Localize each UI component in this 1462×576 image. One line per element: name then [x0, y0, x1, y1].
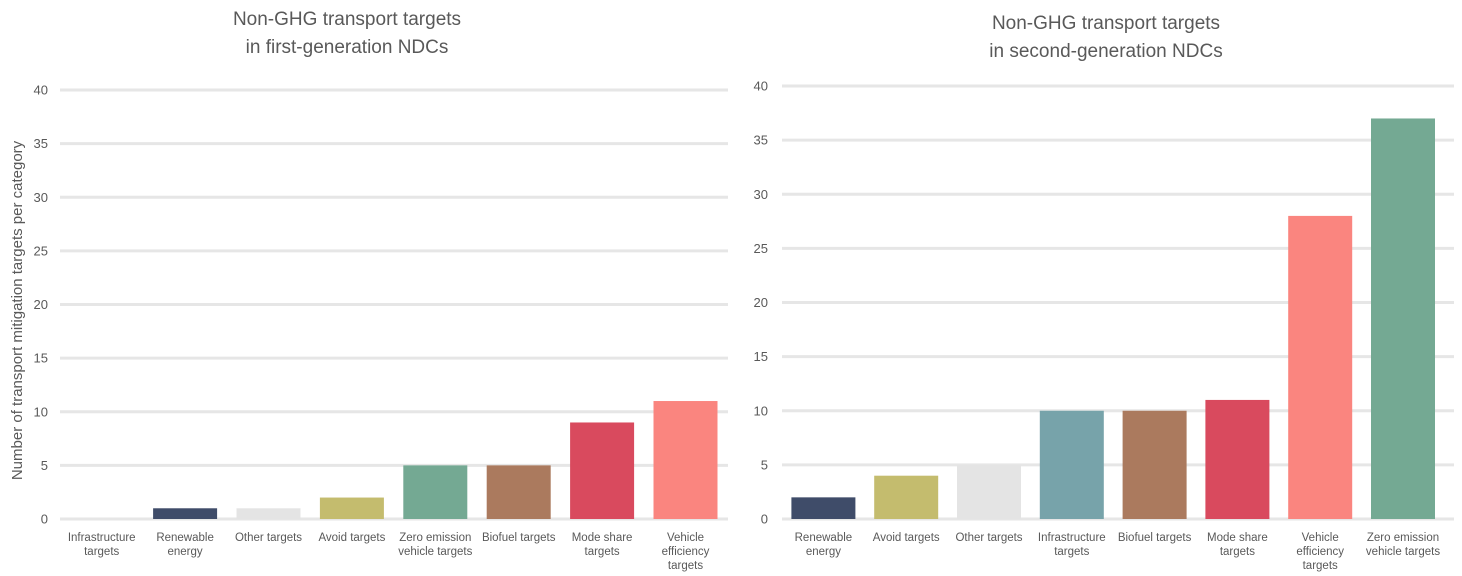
y-tick-label: 10 — [754, 403, 768, 418]
bar — [486, 465, 551, 519]
y-tick-label: 30 — [754, 187, 768, 202]
x-category-label: Biofuel targets — [1118, 532, 1192, 544]
x-category-label: targets — [585, 546, 620, 558]
x-category-label: energy — [806, 546, 841, 558]
y-tick-label: 25 — [34, 243, 48, 258]
x-category-label: efficiency — [662, 546, 710, 558]
bar — [957, 464, 1021, 519]
chart-title-line: in second-generation NDCs — [989, 41, 1222, 62]
y-tick-label: 5 — [761, 457, 768, 472]
y-tick-label: 30 — [34, 190, 48, 205]
y-tick-label: 35 — [34, 136, 48, 151]
x-category-label: Renewable — [795, 532, 853, 544]
y-tick-label: 40 — [754, 79, 768, 94]
x-category-label: Mode share — [1207, 532, 1268, 544]
x-category-label: Infrastructure — [1038, 532, 1106, 544]
x-category-label: vehicle targets — [1366, 546, 1440, 558]
bar — [1371, 118, 1435, 519]
x-category-label: energy — [168, 546, 203, 558]
x-category-label: Other targets — [235, 532, 302, 544]
x-category-label: efficiency — [1296, 546, 1344, 558]
x-category-label: Renewable — [156, 532, 214, 544]
x-category-label: targets — [1220, 546, 1255, 558]
x-category-label: Vehicle — [1302, 532, 1339, 544]
y-tick-label: 10 — [34, 404, 48, 419]
y-tick-label: 5 — [41, 458, 48, 473]
x-category-label: Zero emission — [1367, 532, 1439, 544]
y-axis-label: Number of transport mitigation targets p… — [9, 140, 26, 480]
bar — [653, 401, 718, 519]
x-category-label: targets — [1303, 560, 1338, 572]
chart-2: Non-GHG transport targets in second-gener… — [754, 13, 1454, 572]
x-category-label: targets — [1054, 546, 1089, 558]
chart-title-line: in first-generation NDCs — [246, 37, 449, 58]
bar — [1288, 215, 1353, 519]
bar — [1122, 410, 1187, 519]
bar — [1039, 410, 1104, 519]
x-category-label: Infrastructure — [68, 532, 136, 544]
bar — [153, 508, 218, 519]
x-category-label: Other targets — [955, 532, 1022, 544]
chart-title-line: Non-GHG transport targets — [233, 9, 461, 30]
y-tick-label: 15 — [34, 351, 48, 366]
y-tick-label: 20 — [34, 297, 48, 312]
y-tick-label: 0 — [41, 512, 48, 527]
y-tick-label: 35 — [754, 133, 768, 148]
chart-1: Non-GHG transport targets in first-genera… — [9, 9, 728, 572]
bar — [319, 497, 384, 519]
x-category-label: Zero emission — [399, 532, 471, 544]
y-tick-label: 40 — [34, 83, 48, 98]
x-category-label: targets — [84, 546, 119, 558]
x-category-label: Mode share — [572, 532, 633, 544]
bar — [874, 475, 939, 519]
x-category-label: vehicle targets — [398, 546, 472, 558]
bar — [236, 508, 301, 519]
bar — [570, 422, 635, 519]
x-category-label: targets — [668, 560, 703, 572]
bar — [791, 497, 856, 519]
bar — [1205, 399, 1270, 519]
x-category-label: Biofuel targets — [482, 532, 556, 544]
y-tick-label: 20 — [754, 295, 768, 310]
x-category-label: Avoid targets — [873, 532, 940, 544]
y-tick-label: 25 — [754, 241, 768, 256]
chart-title-line: Non-GHG transport targets — [992, 13, 1220, 34]
y-tick-label: 15 — [754, 349, 768, 364]
y-tick-label: 0 — [761, 512, 768, 527]
x-category-label: Vehicle — [667, 532, 704, 544]
bar — [403, 465, 468, 519]
x-category-label: Avoid targets — [318, 532, 385, 544]
